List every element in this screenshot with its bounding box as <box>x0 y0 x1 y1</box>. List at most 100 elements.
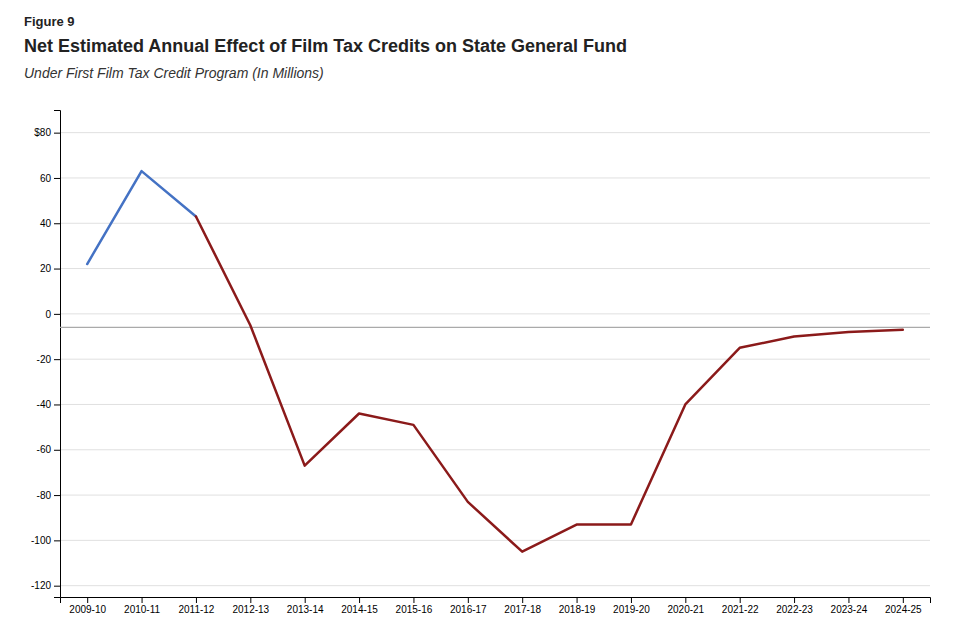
x-tick: 2010-11 <box>124 597 160 615</box>
y-tick-mark <box>54 178 60 179</box>
y-tick-label: 40 <box>40 218 52 229</box>
x-tick-mark <box>413 597 414 603</box>
x-tick: 2019-20 <box>613 597 650 615</box>
figure-label: Figure 9 <box>24 14 75 29</box>
x-tick-label: 2014-15 <box>341 604 378 615</box>
grid-line <box>60 268 930 269</box>
y-tick-mark <box>54 223 60 224</box>
x-axis: 2009-10 2010-11 2011-12 2012-13 2013-14 2014-… <box>61 597 931 615</box>
x-tick: 2014-15 <box>341 597 378 615</box>
x-tick-label: 2023-24 <box>831 604 868 615</box>
x-tick-label: 2020-21 <box>667 604 704 615</box>
x-tick-mark <box>522 597 523 603</box>
x-tick-label: 2016-17 <box>450 604 487 615</box>
marks <box>60 171 930 552</box>
x-tick-label: 2017-18 <box>504 604 541 615</box>
x-tick-label: 2013-14 <box>287 604 324 615</box>
x-tick: 2013-14 <box>287 597 324 615</box>
x-tick-mark <box>250 597 251 603</box>
x-tick: 2015-16 <box>396 597 433 615</box>
x-tick-mark <box>848 597 849 603</box>
x-tick-mark <box>305 597 306 603</box>
plot-area: -120 -100 -80 -60 -40 -20 0 20 40 60 $80 2009-10 201… <box>31 111 931 616</box>
y-tick-mark <box>54 586 60 587</box>
title: Net Estimated Annual Effect of Film Tax … <box>24 36 627 56</box>
x-tick: 2009-10 <box>69 597 106 615</box>
y-tick: -60 <box>37 444 60 455</box>
grid-line <box>60 449 930 450</box>
x-tick-label: 2012-13 <box>232 604 269 615</box>
x-tick: 2020-21 <box>667 597 704 615</box>
x-tick-label: 2009-10 <box>69 604 106 615</box>
series-line <box>196 216 903 551</box>
x-tick-label: 2021-22 <box>722 604 759 615</box>
grid-line <box>60 495 930 496</box>
x-tick: 2011-12 <box>178 597 214 615</box>
series-line <box>87 171 196 264</box>
y-tick: 40 <box>40 218 60 229</box>
x-tick-label: 2022-23 <box>776 604 813 615</box>
grid-line <box>60 540 930 541</box>
x-tick: 2021-22 <box>722 597 759 615</box>
x-tick-mark <box>631 597 632 603</box>
y-tick: $80 <box>34 127 60 138</box>
x-tick-label: 2024-25 <box>885 604 922 615</box>
x-tick-mark <box>196 597 197 603</box>
y-tick: -20 <box>37 354 60 365</box>
grid-line <box>60 223 930 224</box>
grid-line <box>60 359 930 360</box>
x-tick-label: 2019-20 <box>613 604 650 615</box>
x-tick-mark <box>685 597 686 603</box>
x-tick: 2012-13 <box>232 597 269 615</box>
y-tick-label: -120 <box>31 580 51 591</box>
x-tick-mark <box>903 597 904 603</box>
x-tick-mark <box>87 597 88 603</box>
y-tick: 0 <box>45 309 60 320</box>
x-tick: 2023-24 <box>831 597 868 615</box>
x-tick-label: 2015-16 <box>396 604 433 615</box>
x-tick-mark <box>359 597 360 603</box>
x-tick: 2022-23 <box>776 597 813 615</box>
grid-line <box>60 132 930 133</box>
y-tick-label: 0 <box>45 309 51 320</box>
y-tick-mark <box>54 495 60 496</box>
y-tick-label: -100 <box>31 535 51 546</box>
y-tick-label: 60 <box>40 173 52 184</box>
y-tick-mark <box>54 450 60 451</box>
y-tick-label: 20 <box>40 263 52 274</box>
x-tick-label: 2010-11 <box>124 604 160 615</box>
y-tick: 20 <box>40 263 60 274</box>
y-tick-label: -80 <box>37 490 52 501</box>
header: Figure 9 Net Estimated Annual Effect of F… <box>24 14 627 81</box>
x-axis-line <box>61 598 931 604</box>
grid-line <box>60 585 930 586</box>
y-tick: 60 <box>40 173 60 184</box>
x-tick-mark <box>577 597 578 603</box>
y-tick: -100 <box>31 535 60 546</box>
subtitle: Under First Film Tax Credit Program (In … <box>24 65 324 81</box>
y-tick-label: $80 <box>34 127 51 138</box>
y-tick: -120 <box>31 580 60 591</box>
y-tick-label: -60 <box>37 444 52 455</box>
y-tick-mark <box>54 133 60 134</box>
x-tick-mark <box>794 597 795 603</box>
grid <box>60 133 930 586</box>
chart: Figure 9 Net Estimated Annual Effect of F… <box>0 0 960 642</box>
x-tick-label: 2018-19 <box>559 604 596 615</box>
grid-line <box>60 404 930 405</box>
reference-line <box>60 327 930 328</box>
x-tick: 2017-18 <box>504 597 541 615</box>
y-axis: -120 -100 -80 -60 -40 -20 0 20 40 60 $80 <box>31 111 61 598</box>
grid-line <box>60 313 930 314</box>
y-tick-mark <box>54 540 60 541</box>
x-tick-mark <box>740 597 741 603</box>
y-tick: -40 <box>37 399 60 410</box>
x-tick-label: 2011-12 <box>178 604 214 615</box>
y-tick-mark <box>54 269 60 270</box>
y-tick-label: -20 <box>37 354 52 365</box>
y-tick-mark <box>54 359 60 360</box>
x-tick: 2024-25 <box>885 597 922 615</box>
x-tick-mark <box>142 597 143 603</box>
y-tick-label: -40 <box>37 399 52 410</box>
grid-line <box>60 177 930 178</box>
